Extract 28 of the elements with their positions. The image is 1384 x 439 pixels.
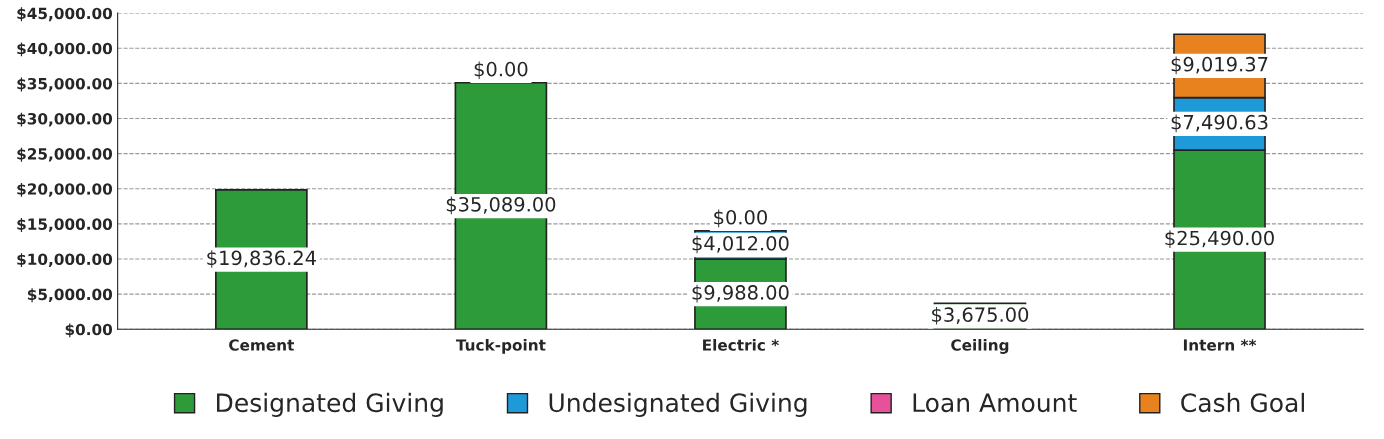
- data-label: $25,490.00: [1165, 230, 1274, 248]
- legend-label: Designated Giving: [217, 392, 443, 418]
- data-label: $35,089.00: [446, 196, 556, 215]
- data-label: $4,012.00: [692, 235, 789, 254]
- x-tick-label: Cement: [229, 339, 295, 351]
- data-label: $9,988.00: [692, 284, 789, 303]
- y-tick-label: $30,000.00: [17, 112, 113, 127]
- y-tick-label: $10,000.00: [17, 253, 113, 268]
- data-label: $19,836.24: [207, 250, 316, 268]
- y-tick-label: $45,000.00: [17, 7, 113, 22]
- y-tick-label: $35,000.00: [17, 77, 113, 92]
- legend-label: Loan Amount: [913, 393, 1077, 413]
- data-label: $0.00: [474, 61, 528, 80]
- x-tick-label: Ceiling: [951, 338, 1009, 354]
- data-label: $7,490.63: [1171, 114, 1268, 133]
- y-tick-label: $20,000.00: [17, 182, 113, 197]
- x-tick-label: Electric *: [703, 338, 779, 351]
- legend-label: Cash Goal: [1181, 392, 1304, 413]
- x-tick-label: Intern **: [1183, 339, 1257, 351]
- data-label: $0.00: [714, 209, 767, 228]
- data-label: $9,019.37: [1171, 56, 1268, 75]
- legend-label: Undesignated Giving: [549, 392, 807, 418]
- y-tick-label: $5,000.00: [27, 288, 113, 303]
- x-tick-label: Tuck-point: [455, 338, 546, 354]
- y-tick-label: $40,000.00: [17, 42, 113, 57]
- y-tick-label: $0.00: [65, 323, 113, 338]
- y-tick-label: $25,000.00: [17, 147, 113, 162]
- y-tick-label: $15,000.00: [17, 218, 113, 232]
